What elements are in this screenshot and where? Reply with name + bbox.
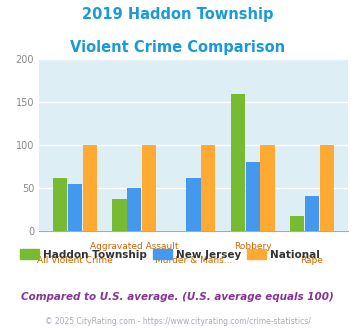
Bar (83, 145, 97, 231)
Bar (53, 178, 67, 231)
Text: Murder & Mans...: Murder & Mans... (155, 256, 232, 265)
Bar (68, 184, 82, 231)
Bar (231, 94, 245, 231)
Bar (112, 199, 126, 231)
Text: All Violent Crime: All Violent Crime (37, 256, 113, 265)
Text: 2019 Haddon Township: 2019 Haddon Township (82, 7, 273, 21)
Legend: Haddon Township, New Jersey, National: Haddon Township, New Jersey, National (16, 245, 324, 264)
Bar (261, 145, 275, 231)
Text: Rape: Rape (300, 256, 323, 265)
Bar (290, 215, 304, 231)
Text: Aggravated Assault: Aggravated Assault (90, 242, 179, 251)
Text: Violent Crime Comparison: Violent Crime Comparison (70, 40, 285, 54)
Bar (201, 145, 215, 231)
Text: © 2025 CityRating.com - https://www.cityrating.com/crime-statistics/: © 2025 CityRating.com - https://www.city… (45, 317, 310, 326)
Text: Robbery: Robbery (234, 242, 272, 251)
Text: Compared to U.S. average. (U.S. average equals 100): Compared to U.S. average. (U.S. average … (21, 292, 334, 302)
Bar (305, 196, 319, 231)
Bar (127, 188, 141, 231)
Bar (246, 162, 260, 231)
Bar (186, 178, 201, 231)
Bar (142, 145, 156, 231)
Bar (320, 145, 334, 231)
